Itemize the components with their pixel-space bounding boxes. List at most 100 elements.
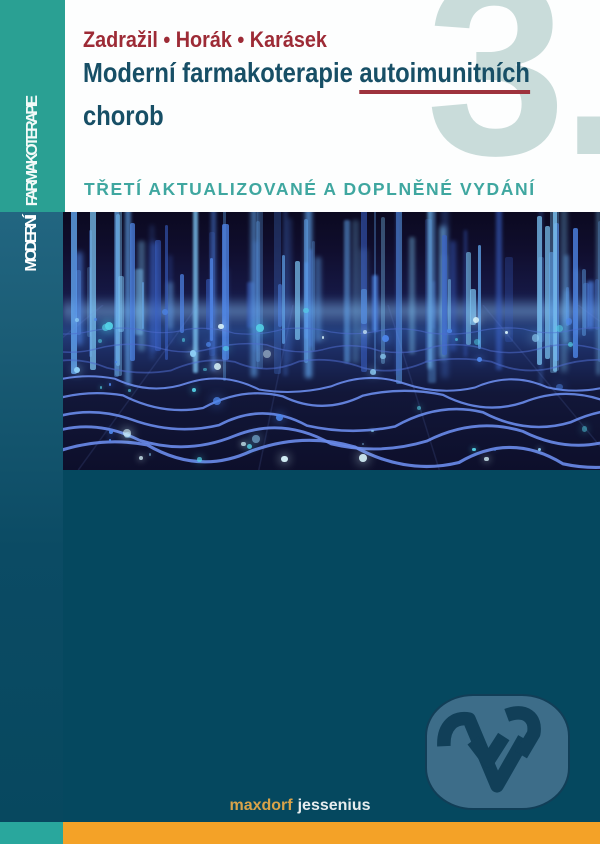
artwork-glow-dot — [263, 349, 271, 358]
artwork-light-bar — [554, 223, 560, 361]
cover-authors-line: Zadražil • Horák • Karásek — [83, 27, 327, 52]
artwork-glow-dot — [105, 321, 114, 330]
artwork-glow-dot — [203, 367, 208, 372]
artwork-light-bar — [304, 219, 308, 364]
artwork-light-bar — [311, 241, 316, 351]
artwork-light-bar — [441, 234, 447, 355]
artwork-light-bar — [576, 269, 580, 336]
artwork-glow-dot — [362, 329, 367, 334]
artwork-glow-dot — [100, 386, 103, 389]
artwork-glow-dot — [108, 383, 112, 386]
artwork-light-bar — [294, 260, 301, 341]
artwork-glow-dot — [447, 328, 453, 334]
artwork-glow-dot — [565, 318, 573, 325]
artwork-contour-floor — [63, 305, 600, 470]
title-part1: Moderní farmakoterapie — [83, 57, 360, 88]
artwork-glow-dot — [581, 426, 587, 432]
artwork-glow-dot — [161, 309, 168, 316]
artwork-light-bar — [277, 284, 283, 328]
artwork-glow-dot — [555, 383, 563, 391]
artwork-light-bar — [381, 217, 386, 364]
artwork-light-bar — [114, 212, 122, 376]
artwork-light-bar — [113, 212, 120, 377]
artwork-glow-dot — [276, 414, 283, 421]
artwork-light-bar — [427, 212, 432, 370]
artwork-glow-dot — [73, 367, 80, 374]
maxdorf-m-icon — [437, 706, 541, 793]
artwork-light-bar — [553, 212, 557, 372]
artwork-light-bar — [308, 249, 312, 347]
artwork-glow-dot — [256, 324, 264, 333]
artwork-light-bar — [118, 275, 125, 332]
artwork-light-bar — [168, 255, 173, 344]
title-underlined-word: autoimunitních — [359, 57, 530, 94]
artwork-glow-dot — [213, 362, 221, 371]
artwork-light-bar — [548, 252, 554, 345]
artwork-light-bar — [396, 212, 400, 375]
artwork-glow-dot — [192, 388, 196, 392]
artwork-glow-dot — [246, 443, 252, 449]
artwork-light-bar — [463, 230, 467, 357]
book-title: Moderní farmakoterapie autoimunitních cho… — [83, 52, 600, 137]
artwork-glow-dot — [484, 456, 490, 462]
artwork-glow-dot — [241, 441, 246, 446]
artwork-glow-dot — [213, 397, 222, 406]
artwork-light-bar — [137, 240, 145, 352]
artwork-glow-dot — [122, 429, 131, 437]
artwork-glow-dot — [109, 429, 114, 434]
artwork-light-bar — [257, 212, 264, 370]
artwork-light-bar — [116, 214, 121, 366]
artwork-light-bar — [135, 269, 143, 336]
artwork-light-bar — [544, 225, 550, 360]
artwork-light-bar — [352, 219, 359, 363]
artwork-glow-dot — [252, 435, 260, 443]
artwork-glow-dot — [114, 360, 117, 364]
artwork-glow-dot — [531, 334, 540, 343]
cover-artwork — [63, 212, 600, 470]
artwork-light-bar — [124, 212, 132, 386]
artwork-light-bar — [250, 212, 257, 378]
artwork-light-bar — [583, 283, 589, 328]
artwork-glow-dot — [94, 317, 97, 321]
artwork-glow-dot — [371, 429, 374, 432]
artwork-glow-dot — [361, 442, 364, 445]
artwork-glow-dot — [504, 331, 508, 335]
artwork-light-bar — [223, 268, 228, 336]
maxdorf-logo-badge — [425, 694, 570, 810]
artwork-light-bar — [282, 212, 289, 377]
artwork-light-bar — [86, 267, 91, 337]
artwork-glow-dot — [206, 341, 212, 347]
artwork-glow-dot — [197, 457, 202, 462]
artwork-light-bar — [150, 241, 157, 351]
artwork-light-bar — [129, 222, 136, 362]
publisher-imprint: maxdorf jessenius — [0, 797, 600, 815]
artwork-light-bar — [221, 224, 229, 361]
artwork-light-bar — [564, 289, 568, 325]
artwork-glow-dot — [148, 453, 152, 456]
artwork-light-bar — [76, 252, 82, 345]
artwork-light-bar — [360, 289, 368, 325]
artwork-glow-dot — [281, 455, 288, 463]
artwork-glow-dot — [472, 448, 476, 452]
artwork-light-bar — [469, 288, 477, 325]
artwork-glow-dot — [218, 323, 224, 330]
artwork-glow-dot — [189, 350, 197, 357]
artwork-glow-dot — [128, 388, 132, 392]
artwork-light-bar — [396, 212, 402, 385]
artwork-light-bar — [582, 268, 586, 336]
artwork-light-bar — [478, 245, 481, 349]
artwork-light-bar — [373, 212, 377, 376]
title-line2: chorob — [83, 99, 164, 131]
sidebar-series-label-top: FARMAKOTERAPIE — [23, 97, 41, 206]
artwork-glow-dot — [97, 338, 102, 344]
artwork-glow-dot — [567, 341, 574, 347]
artwork-light-bar — [89, 212, 97, 371]
artwork-light-bar — [372, 275, 379, 333]
artwork-glow-dot — [416, 406, 421, 411]
artwork-light-bar — [246, 282, 254, 329]
artwork-light-bar — [587, 280, 595, 330]
artwork-light-bar — [361, 212, 368, 372]
artwork-glow-dot — [477, 357, 483, 363]
artwork-light-bar — [211, 212, 216, 372]
artwork-glow-dot — [370, 369, 376, 376]
